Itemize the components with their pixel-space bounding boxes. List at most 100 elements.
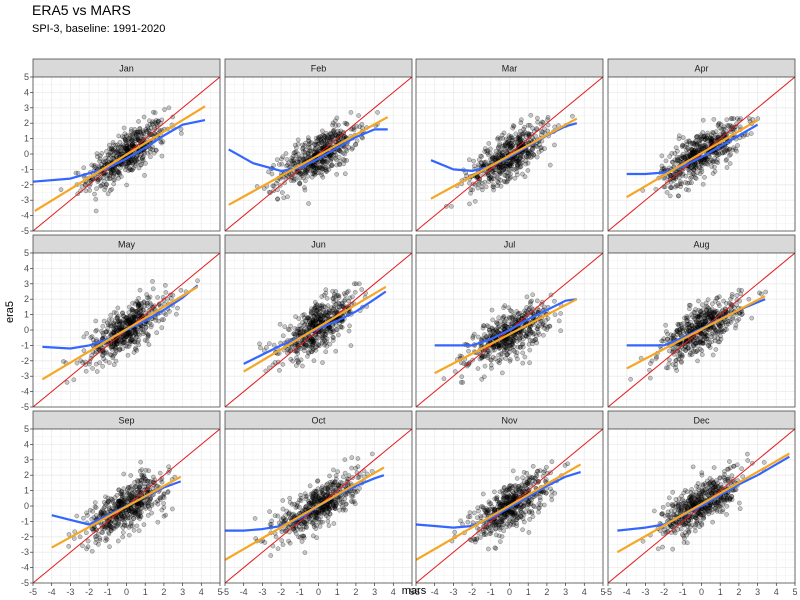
data-point [710, 129, 715, 135]
data-point [506, 161, 512, 167]
data-point [309, 163, 315, 169]
data-point [686, 187, 691, 193]
data-point [686, 170, 692, 176]
data-point [321, 164, 326, 169]
data-point [330, 334, 336, 340]
data-point [87, 188, 93, 193]
data-point [529, 329, 535, 335]
data-point [290, 358, 296, 364]
data-point [507, 135, 513, 140]
data-point [115, 147, 121, 153]
data-point [312, 169, 318, 174]
data-point [711, 116, 717, 122]
data-point [139, 158, 145, 163]
data-point [143, 128, 149, 134]
data-point [467, 180, 472, 186]
data-point [517, 138, 523, 144]
data-point [521, 126, 526, 132]
data-point [556, 318, 562, 324]
data-point [682, 144, 688, 149]
data-point [466, 348, 471, 354]
data-point [669, 159, 675, 165]
data-point [306, 201, 311, 206]
data-point [79, 183, 85, 189]
data-point [710, 171, 716, 176]
data-point [570, 113, 575, 119]
data-point [293, 176, 299, 182]
data-point [324, 135, 330, 141]
data-point [163, 512, 168, 518]
data-point [519, 160, 525, 166]
data-point [525, 148, 531, 154]
data-point [498, 177, 504, 183]
data-point [712, 155, 718, 161]
data-point [100, 182, 106, 187]
data-point [124, 143, 129, 149]
data-point [684, 139, 689, 145]
data-point [699, 136, 705, 142]
data-point [257, 341, 262, 347]
data-point [130, 134, 135, 140]
data-point [130, 131, 136, 137]
data-point [696, 298, 701, 304]
data-point [112, 177, 117, 183]
data-point [325, 133, 330, 138]
data-point [297, 156, 303, 161]
data-point [294, 355, 299, 361]
data-point [545, 114, 551, 120]
data-point [714, 152, 720, 158]
data-point [501, 130, 507, 136]
data-point [324, 137, 330, 143]
data-point [291, 158, 297, 164]
data-point [302, 187, 308, 193]
data-point [505, 143, 510, 149]
data-point [673, 145, 679, 151]
data-point [503, 140, 508, 146]
data-point [107, 173, 113, 179]
data-point [151, 109, 156, 115]
data-point [508, 171, 513, 177]
data-point [673, 358, 679, 363]
data-point [700, 181, 706, 187]
data-point [313, 135, 319, 141]
data-point [692, 175, 698, 181]
data-point [305, 166, 310, 172]
facet-strip-label: Apr [694, 64, 708, 74]
data-point [699, 348, 705, 353]
data-point [332, 130, 337, 136]
data-point [328, 137, 334, 142]
data-point [124, 146, 130, 151]
data-point [666, 361, 672, 367]
data-point [697, 171, 703, 177]
data-point [475, 334, 481, 340]
data-point [143, 160, 148, 166]
data-point [126, 160, 132, 165]
data-point [104, 176, 110, 182]
data-point [495, 152, 501, 158]
data-point [341, 156, 346, 162]
data-point [322, 134, 327, 139]
data-point [333, 123, 339, 128]
data-point [344, 121, 350, 127]
data-point [116, 170, 121, 175]
linear-fit-line [228, 116, 389, 206]
data-point [316, 170, 321, 176]
data-point [697, 141, 703, 147]
data-point [300, 149, 306, 154]
data-point [496, 168, 502, 174]
data-point [539, 119, 545, 125]
facet-panel-jan: Jan [32, 58, 221, 232]
data-point [302, 143, 308, 148]
data-point [665, 365, 671, 371]
data-point [677, 181, 683, 187]
data-point [322, 156, 328, 162]
data-point [110, 168, 116, 173]
data-point [154, 122, 160, 128]
data-point [300, 363, 305, 369]
data-point [97, 158, 102, 164]
data-point [687, 153, 693, 158]
data-point [129, 138, 135, 143]
data-point [301, 157, 306, 163]
data-point [329, 136, 335, 142]
